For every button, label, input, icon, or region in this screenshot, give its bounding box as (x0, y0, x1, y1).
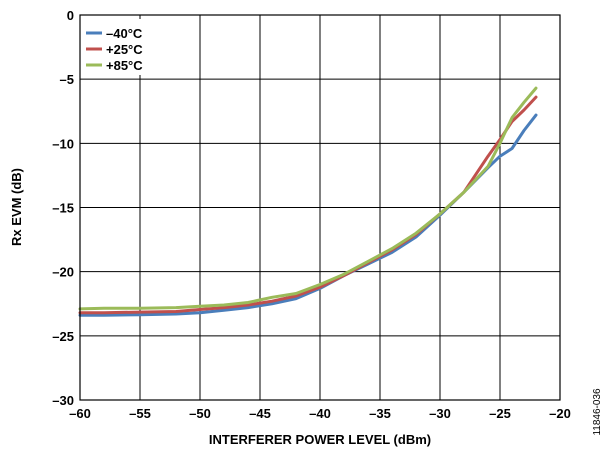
legend: –40°C+25°C+85°C (82, 19, 158, 75)
x-tick-label: –60 (69, 406, 91, 421)
x-tick-label: –35 (369, 406, 391, 421)
series-line-2 (78, 95, 538, 315)
figure-id: 11846-036 (592, 388, 603, 436)
x-axis-label: INTERFERER POWER LEVEL (dBm) (209, 432, 431, 447)
y-axis-label: Rx EVM (dB) (9, 168, 24, 246)
plot-frame (79, 14, 561, 401)
y-tick-label: –10 (52, 136, 74, 151)
legend-entry: –40°C (106, 26, 143, 41)
x-tick-label: –45 (249, 406, 271, 421)
y-tick-label: 0 (67, 8, 74, 23)
y-tick-label: –5 (60, 72, 74, 87)
x-tick-label: –40 (309, 406, 331, 421)
series-lines (78, 86, 538, 317)
y-tick-label: –25 (52, 329, 74, 344)
series-line-3 (78, 86, 538, 311)
x-tick-label: –55 (129, 406, 151, 421)
x-tick-label: –50 (189, 406, 211, 421)
y-tick-label: –20 (52, 265, 74, 280)
x-tick-label: –20 (549, 406, 571, 421)
legend-entry: +25°C (106, 42, 143, 57)
x-tick-labels: –60 –55 –50 –45 –40 –35 –30 –25 –20 (69, 406, 571, 421)
legend-entry: +85°C (106, 58, 143, 73)
grid-lines (79, 14, 561, 401)
y-tick-label: –30 (52, 393, 74, 408)
x-tick-label: –25 (489, 406, 511, 421)
x-tick-label: –30 (429, 406, 451, 421)
series-line-1 (78, 113, 538, 317)
y-tick-label: –15 (52, 201, 74, 216)
y-tick-labels: 0 –5 –10 –15 –20 –25 –30 (52, 8, 74, 408)
